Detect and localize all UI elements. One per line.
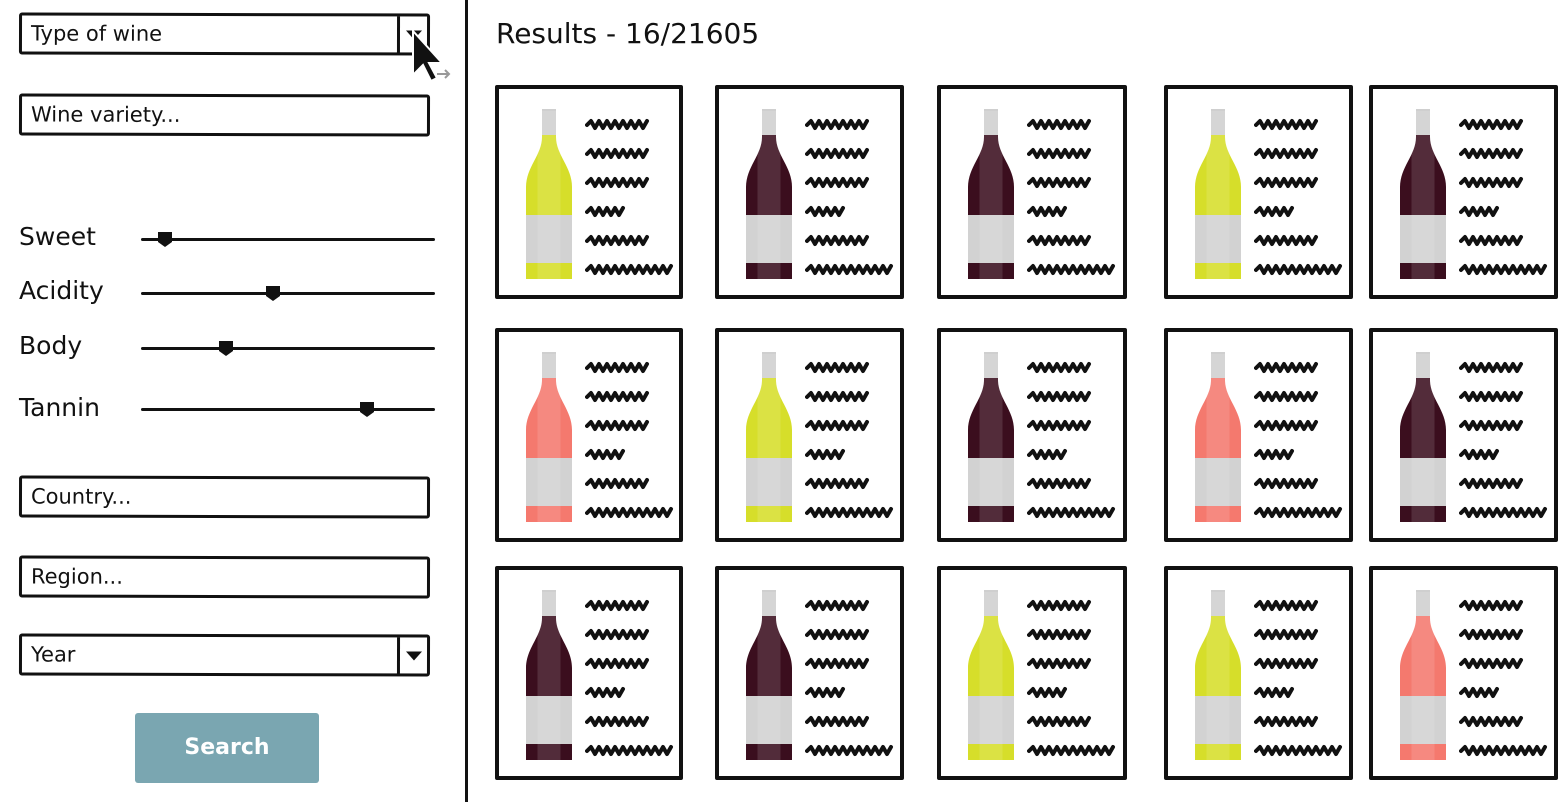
acidity-slider-handle[interactable] — [265, 285, 281, 302]
wine-card[interactable] — [495, 328, 683, 542]
tannin-slider-handle[interactable] — [359, 401, 375, 418]
wine-bottle-icon — [968, 590, 1014, 760]
wine-bottle-icon — [1400, 109, 1446, 279]
wine-bottle-icon — [1400, 352, 1446, 522]
wine-bottle-icon — [968, 109, 1014, 279]
body-label: Body — [19, 331, 83, 360]
wine-card[interactable] — [1164, 328, 1353, 542]
wine-card[interactable] — [1369, 85, 1558, 299]
mouse-pointer-icon — [412, 29, 451, 83]
wine-bottle-icon — [526, 590, 572, 760]
results-title: Results - 16/21605 — [496, 17, 760, 50]
sidebar-divider — [465, 0, 468, 802]
wine-details-text — [1027, 119, 1115, 275]
wine-details-text — [585, 600, 673, 756]
wine-details-text — [805, 362, 893, 518]
wine-details-text — [585, 119, 673, 275]
wine-details-text — [1254, 600, 1342, 756]
wine-bottle-icon — [526, 352, 572, 522]
wine-details-text — [1027, 362, 1115, 518]
wine-bottle-icon — [1195, 352, 1241, 522]
wine-card[interactable] — [715, 85, 904, 299]
body-slider-handle[interactable] — [218, 340, 234, 357]
wine-details-text — [1027, 600, 1115, 756]
wine-bottle-icon — [746, 352, 792, 522]
wine-details-text — [1459, 600, 1547, 756]
wine-card[interactable] — [1164, 566, 1353, 780]
wine-bottle-icon — [1400, 590, 1446, 760]
wine-bottle-icon — [1195, 590, 1241, 760]
sweet-slider[interactable] — [141, 232, 435, 247]
wine-card[interactable] — [1369, 328, 1558, 542]
acidity-label: Acidity — [19, 276, 104, 305]
wine-card[interactable] — [937, 566, 1127, 780]
tannin-slider[interactable] — [141, 402, 435, 417]
sweet-label: Sweet — [19, 222, 96, 251]
search-button[interactable]: Search — [135, 713, 319, 783]
wine-card[interactable] — [495, 566, 683, 780]
wine-card[interactable] — [1369, 566, 1558, 780]
wine-bottle-icon — [746, 590, 792, 760]
sweet-slider-handle[interactable] — [157, 231, 173, 248]
wine-details-text — [585, 362, 673, 518]
wine-details-text — [1459, 119, 1547, 275]
wine-details-text — [805, 119, 893, 275]
wine-bottle-icon — [1195, 109, 1241, 279]
wine-bottle-icon — [968, 352, 1014, 522]
wine-card[interactable] — [937, 328, 1127, 542]
wine-details-text — [1459, 362, 1547, 518]
acidity-slider[interactable] — [141, 286, 435, 301]
wine-card[interactable] — [1164, 85, 1353, 299]
wine-card[interactable] — [937, 85, 1127, 299]
wine-details-text — [805, 600, 893, 756]
wine-details-text — [1254, 362, 1342, 518]
wine-details-text — [1254, 119, 1342, 275]
wine-card[interactable] — [495, 85, 683, 299]
wine-card[interactable] — [715, 566, 904, 780]
body-slider[interactable] — [141, 341, 435, 356]
wine-card[interactable] — [715, 328, 904, 542]
wine-bottle-icon — [746, 109, 792, 279]
wine-bottle-icon — [526, 109, 572, 279]
filter-sidebar: Type of wine Wine variety... Sweet Acidi… — [0, 0, 466, 802]
tannin-label: Tannin — [19, 393, 100, 422]
